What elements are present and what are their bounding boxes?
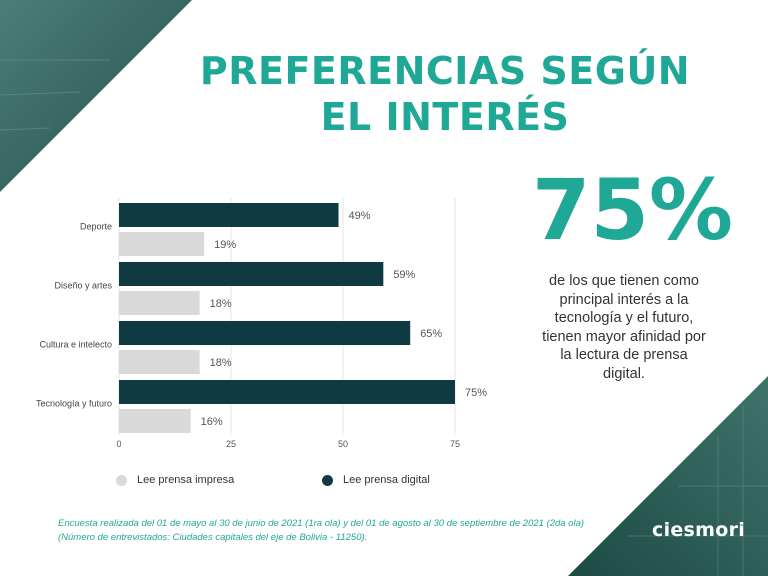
highlight-description-line: tecnología y el futuro,: [554, 310, 694, 326]
data-label-impresa: 16%: [201, 416, 223, 428]
x-tick-label: 50: [338, 439, 348, 449]
x-tick-label: 0: [116, 439, 121, 449]
data-label-impresa: 18%: [210, 357, 232, 369]
legend-dot-digital: [322, 474, 333, 486]
x-tick-label: 25: [226, 439, 236, 449]
brand-logo: ciesmori: [652, 519, 746, 541]
bar-digital: [119, 380, 455, 404]
corner-decoration-bottom-right: [568, 376, 768, 576]
highlight-description-line: principal interés a la: [559, 291, 689, 308]
data-label-impresa: 19%: [214, 239, 236, 251]
data-label-digital: 59%: [393, 269, 415, 281]
highlight-description-line: tienen mayor afinidad por: [542, 328, 706, 345]
data-label-digital: 65%: [420, 328, 442, 340]
data-label-digital: 49%: [349, 210, 371, 222]
bar-impresa: [119, 291, 200, 315]
highlight-description-line: digital.: [603, 365, 645, 382]
highlight-description-line: de los que tienen como: [549, 273, 699, 289]
legend-item-impresa: Lee prensa impresa: [116, 474, 234, 486]
bar-impresa: [119, 350, 200, 374]
legend-dot-impresa: [116, 474, 127, 486]
bar-digital: [119, 262, 384, 286]
data-label-digital: 75%: [465, 387, 487, 399]
page-title: PREFERENCIAS SEGÚN EL INTERÉS: [190, 48, 700, 140]
highlight-description-line: la lectura de prensa: [560, 347, 688, 363]
survey-footnote: Encuesta realizada del 01 de mayo al 30 …: [58, 518, 585, 543]
category-label: Tecnología y futuro: [36, 399, 112, 409]
x-tick-label: 75: [450, 439, 460, 449]
category-label: Diseño y artes: [54, 281, 112, 291]
legend-item-digital: Lee prensa digital: [322, 474, 430, 486]
highlight-description: de los que tienen como principal interés…: [508, 272, 740, 383]
bar-impresa: [119, 409, 191, 433]
corner-decoration-top-left: [0, 0, 192, 192]
title-line-2: EL INTERÉS: [320, 95, 570, 139]
title-line-1: PREFERENCIAS SEGÚN: [199, 49, 691, 93]
highlight-value: 75%: [532, 161, 734, 259]
bar-chart: 0 25 50 75 Deporte 49% 19% Diseño y artes 59% 18%…: [36, 198, 487, 449]
bar-digital: [119, 203, 339, 227]
category-label: Deporte: [80, 222, 112, 232]
bar-impresa: [119, 232, 205, 256]
data-label-impresa: 18%: [210, 298, 232, 310]
legend-label-digital: Lee prensa digital: [343, 474, 430, 486]
bar-digital: [119, 321, 411, 345]
category-label: Cultura e intelecto: [39, 340, 112, 350]
legend-label-impresa: Lee prensa impresa: [137, 474, 235, 486]
